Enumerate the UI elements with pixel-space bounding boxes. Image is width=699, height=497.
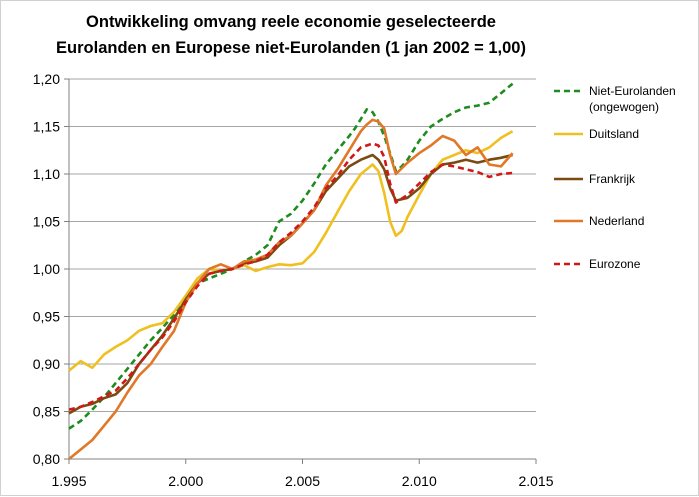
x-tick-label: 2.015 xyxy=(518,473,553,489)
series-line-duitsland xyxy=(68,130,514,372)
y-tick-label: 0,85 xyxy=(33,404,60,420)
series-line-eurozone xyxy=(68,142,513,411)
series-line-frankrijk xyxy=(68,153,513,415)
x-tick-label: 2.010 xyxy=(402,473,437,489)
legend-label-niet-eurolanden: Niet-Eurolanden xyxy=(589,84,676,98)
y-tick-label: 1,10 xyxy=(33,166,60,182)
series-line-nederland xyxy=(68,118,514,461)
y-tick-label: 0,90 xyxy=(33,356,60,372)
x-tick-label: 2.000 xyxy=(168,473,203,489)
y-tick-label: 0,80 xyxy=(33,451,60,467)
legend-label-eurozone: Eurozone xyxy=(589,257,641,271)
legend-label-niet-eurolanden-line2: (ongewogen) xyxy=(589,100,659,114)
x-tick-label: 1.995 xyxy=(51,473,86,489)
legend-label-nederland: Nederland xyxy=(589,214,644,228)
legend-label-duitsland: Duitsland xyxy=(589,127,639,141)
series-line-niet-eurolanden xyxy=(68,82,514,430)
x-tick-label: 2.005 xyxy=(285,473,320,489)
chart-title-line2: Eurolanden en Europese niet-Eurolanden (… xyxy=(56,39,526,57)
y-tick-label: 1,15 xyxy=(33,119,60,135)
y-tick-label: 1,20 xyxy=(33,71,60,87)
chart-title-line1: Ontwikkeling omvang reele economie gesel… xyxy=(86,13,496,31)
y-tick-label: 1,00 xyxy=(33,261,60,277)
chart-title: Ontwikkeling omvang reele economie gesel… xyxy=(1,9,581,61)
y-tick-label: 1,05 xyxy=(33,214,60,230)
legend-label-frankrijk: Frankrijk xyxy=(589,172,636,186)
y-tick-label: 0,95 xyxy=(33,309,60,325)
